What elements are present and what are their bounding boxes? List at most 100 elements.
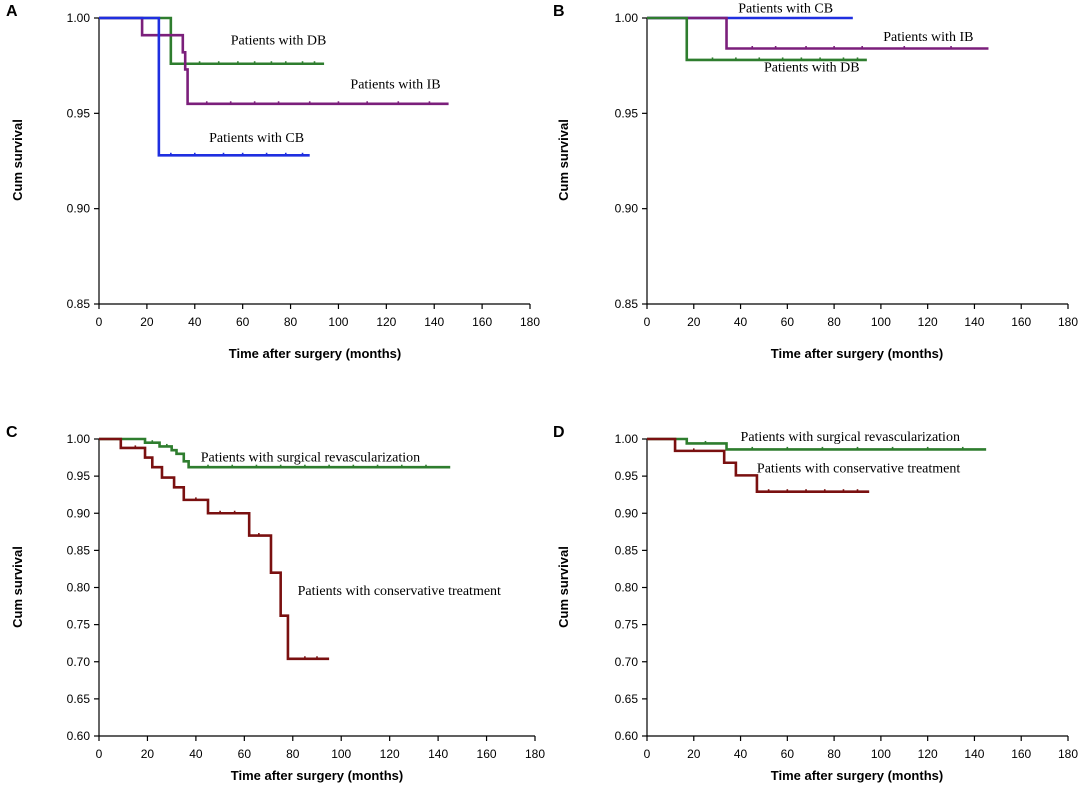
x-tick-label: 0 <box>96 747 103 761</box>
x-tick-label: 40 <box>734 315 748 329</box>
x-tick-label: 180 <box>1058 315 1078 329</box>
series-label: Patients with IB <box>883 30 973 45</box>
y-tick-label: 0.90 <box>67 202 91 216</box>
survival-curve <box>647 16 867 62</box>
y-tick-label: 0.90 <box>615 202 639 216</box>
x-tick-label: 100 <box>331 747 351 761</box>
x-tick-label: 140 <box>424 315 444 329</box>
survival-curve <box>99 16 310 157</box>
y-tick-label: 0.95 <box>67 469 91 483</box>
x-tick-label: 180 <box>1058 747 1078 761</box>
y-tick-label: 0.80 <box>615 581 639 595</box>
x-tick-label: 80 <box>827 315 841 329</box>
x-tick-label: 100 <box>871 315 891 329</box>
x-tick-label: 20 <box>141 747 155 761</box>
y-tick-label: 0.80 <box>67 581 91 595</box>
y-tick-label: 0.75 <box>67 618 91 632</box>
y-axis-title: Cum survival <box>556 546 571 628</box>
series-patients-with-surgical-revascularization: Patients with surgical revascularization <box>99 437 451 469</box>
panel-letter: B <box>553 3 565 20</box>
series-patients-with-ib: Patients with IB <box>99 16 449 106</box>
x-tick-label: 80 <box>827 747 841 761</box>
survival-curve <box>647 437 987 451</box>
x-tick-label: 120 <box>918 747 938 761</box>
x-tick-label: 160 <box>1011 315 1031 329</box>
x-tick-label: 40 <box>189 747 203 761</box>
y-tick-label: 0.65 <box>615 692 639 706</box>
x-tick-label: 20 <box>687 315 701 329</box>
series-label: Patients with IB <box>350 78 440 93</box>
y-tick-label: 0.90 <box>67 506 91 520</box>
y-tick-label: 0.60 <box>615 729 639 743</box>
x-axis-title: Time after surgery (months) <box>229 346 401 361</box>
x-tick-label: 60 <box>238 747 252 761</box>
x-tick-label: 180 <box>525 747 545 761</box>
y-tick-label: 0.85 <box>67 543 91 557</box>
series-patients-with-cb: Patients with CB <box>99 16 310 157</box>
x-tick-label: 160 <box>472 315 492 329</box>
series-label: Patients with CB <box>738 1 833 16</box>
y-tick-label: 0.75 <box>615 618 639 632</box>
x-tick-label: 140 <box>428 747 448 761</box>
x-tick-label: 140 <box>964 315 984 329</box>
x-tick-label: 20 <box>140 315 154 329</box>
panel-letter: C <box>6 424 18 441</box>
x-tick-label: 0 <box>644 315 651 329</box>
x-tick-label: 180 <box>520 315 540 329</box>
x-tick-label: 120 <box>376 315 396 329</box>
x-axis-title: Time after surgery (months) <box>771 346 943 361</box>
x-axis-title: Time after surgery (months) <box>231 768 403 783</box>
series-label: Patients with conservative treatment <box>757 461 960 476</box>
y-axis-title: Cum survival <box>10 546 25 628</box>
survival-curve <box>99 437 451 469</box>
x-tick-label: 60 <box>781 747 795 761</box>
y-tick-label: 0.95 <box>615 106 639 120</box>
series-patients-with-conservative-treatment: Patients with conservative treatment <box>647 437 960 494</box>
x-tick-label: 100 <box>328 315 348 329</box>
x-tick-label: 140 <box>964 747 984 761</box>
x-tick-label: 160 <box>477 747 497 761</box>
x-tick-label: 100 <box>871 747 891 761</box>
panel-d: D 0 20 40 60 80 100 120 140 160 180 0.60 0.65 0.70 0.7… <box>553 424 1078 783</box>
x-tick-label: 40 <box>188 315 202 329</box>
y-tick-label: 0.60 <box>67 729 91 743</box>
y-tick-label: 1.00 <box>615 432 639 446</box>
y-tick-label: 0.70 <box>615 655 639 669</box>
x-tick-label: 60 <box>781 315 795 329</box>
x-tick-label: 120 <box>918 315 938 329</box>
y-tick-label: 0.85 <box>67 297 91 311</box>
x-tick-label: 0 <box>644 747 651 761</box>
x-tick-label: 160 <box>1011 747 1031 761</box>
x-tick-label: 80 <box>286 747 300 761</box>
series-patients-with-db: Patients with DB <box>99 16 327 66</box>
x-tick-label: 20 <box>687 747 701 761</box>
series-label: Patients with surgical revascularization <box>741 430 960 445</box>
series-label: Patients with DB <box>764 60 860 75</box>
panel-b: B 0 20 40 60 80 100 120 140 160 180 0.85 0.90 0.95 1.0… <box>553 1 1078 361</box>
series-patients-with-db: Patients with DB <box>647 16 867 75</box>
x-tick-label: 60 <box>236 315 250 329</box>
x-tick-label: 80 <box>284 315 298 329</box>
y-tick-label: 0.65 <box>67 692 91 706</box>
panel-letter: A <box>6 3 18 20</box>
series-patients-with-cb: Patients with CB <box>647 1 853 20</box>
y-tick-label: 1.00 <box>615 11 639 25</box>
y-tick-label: 0.70 <box>67 655 91 669</box>
x-tick-label: 0 <box>96 315 103 329</box>
y-tick-label: 1.00 <box>67 432 91 446</box>
y-axis-title: Cum survival <box>556 119 571 201</box>
y-tick-label: 0.85 <box>615 297 639 311</box>
series-label: Patients with DB <box>231 34 327 49</box>
series-patients-with-surgical-revascularization: Patients with surgical revascularization <box>647 430 987 451</box>
panel-c: C 0 20 40 60 80 100 120 140 160 180 0.60 0.65 0.70 0.7… <box>6 424 545 783</box>
y-tick-label: 0.95 <box>67 106 91 120</box>
series-patients-with-ib: Patients with IB <box>647 16 989 50</box>
y-tick-label: 0.90 <box>615 506 639 520</box>
series-patients-with-conservative-treatment: Patients with conservative treatment <box>99 437 501 661</box>
panel-a: A 0 20 40 60 80 100 120 140 160 180 0.85 0.90 0.95 1.0… <box>6 3 540 361</box>
x-tick-label: 40 <box>734 747 748 761</box>
y-axis-title: Cum survival <box>10 119 25 201</box>
y-tick-label: 1.00 <box>67 11 91 25</box>
x-axis-title: Time after surgery (months) <box>771 768 943 783</box>
